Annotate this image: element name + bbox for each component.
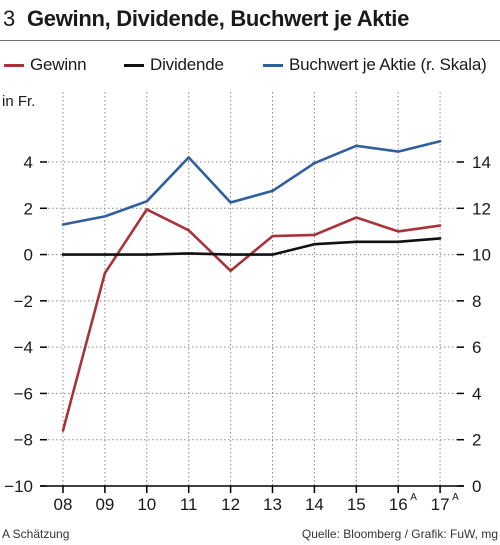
footnote: A Schätzung [2, 527, 70, 541]
legend-swatch-buchwert [263, 63, 283, 67]
x-tick-label: 08 [54, 495, 73, 514]
chart-number: 3 [3, 6, 16, 31]
y-left-tick-label: 0 [24, 246, 33, 265]
y-right-tick-label: 14 [472, 153, 491, 172]
y-right-tick-label: 6 [472, 338, 481, 357]
legend-item-gewinn: Gewinn [4, 55, 87, 75]
y-right-tick-label: 12 [472, 199, 491, 218]
x-tick-label: 17 [431, 495, 450, 514]
x-tick-label: 12 [221, 495, 240, 514]
legend: Gewinn Dividende Buchwert je Aktie (r. S… [0, 55, 500, 81]
x-tick-label: 09 [95, 495, 114, 514]
x-tick-label: 10 [137, 495, 156, 514]
legend-label-buchwert: Buchwert je Aktie (r. Skala) [289, 55, 487, 74]
y-left-tick-label: −10 [4, 477, 33, 496]
y-right-tick-label: 2 [472, 431, 481, 450]
y-left-tick-label: −2 [14, 292, 33, 311]
y-left-tick-label: 4 [24, 153, 33, 172]
y-left-tick-label: −8 [14, 431, 33, 450]
y-right-tick-label: 8 [472, 292, 481, 311]
y-right-tick-label: 0 [472, 477, 481, 496]
x-tick-label: 14 [305, 495, 324, 514]
x-tick-superscript: A [410, 492, 417, 503]
y-left-tick-label: −6 [14, 384, 33, 403]
y-axis-unit-label: in Fr. [2, 93, 36, 110]
legend-swatch-dividende [124, 63, 144, 67]
y-right-tick-label: 10 [472, 246, 491, 265]
x-tick-label: 16 [389, 495, 408, 514]
legend-swatch-gewinn [4, 63, 24, 67]
series-line-dividende [61, 237, 442, 256]
y-left-tick-label: 2 [24, 199, 33, 218]
title-divider [0, 40, 500, 41]
x-tick-label: 11 [180, 495, 198, 514]
chart-title: Gewinn, Dividende, Buchwert je Aktie [27, 6, 410, 31]
legend-label-dividende: Dividende [150, 55, 224, 74]
legend-label-gewinn: Gewinn [30, 55, 87, 74]
x-tick-label: 13 [263, 495, 282, 514]
y-right-tick-label: 4 [472, 384, 481, 403]
source-credit: Quelle: Bloomberg / Grafik: FuW, mg [301, 527, 498, 541]
x-tick-label: 15 [347, 495, 366, 514]
y-left-tick-label: −4 [14, 338, 33, 357]
legend-item-dividende: Dividende [124, 55, 224, 75]
x-tick-superscript: A [452, 492, 459, 503]
legend-item-buchwert: Buchwert je Aktie (r. Skala) [263, 55, 487, 75]
series-line-buchwert [61, 139, 442, 226]
